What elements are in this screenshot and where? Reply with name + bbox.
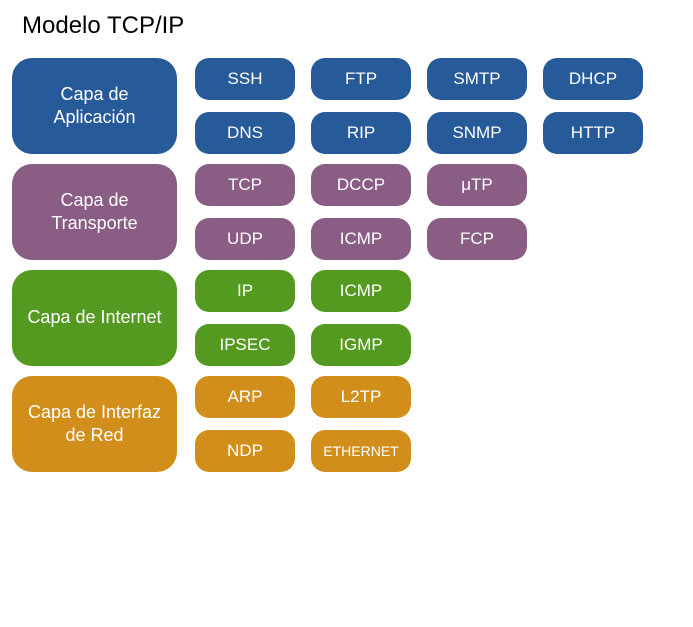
protocol-row: DNS RIP SNMP HTTP	[195, 112, 643, 154]
protocol-row: IPSEC IGMP	[195, 324, 411, 366]
protocol-pill-ethernet: ETHERNET	[311, 430, 411, 472]
protocol-pill-rip: RIP	[311, 112, 411, 154]
protocol-pill-fcp: FCP	[427, 218, 527, 260]
protocol-pill-dccp: DCCP	[311, 164, 411, 206]
protocols-network-interface: ARP L2TP NDP ETHERNET	[195, 376, 411, 472]
protocol-pill-dhcp: DHCP	[543, 58, 643, 100]
layer-label-network-interface: Capa de Interfaz de Red	[12, 376, 177, 472]
layer-label-transport: Capa de Transporte	[12, 164, 177, 260]
protocol-pill-utp: μTP	[427, 164, 527, 206]
layer-row-transport: Capa de Transporte TCP DCCP μTP UDP ICMP FCP	[12, 164, 681, 260]
protocol-row: SSH FTP SMTP DHCP	[195, 58, 643, 100]
protocol-pill-tcp: TCP	[195, 164, 295, 206]
protocol-row: UDP ICMP FCP	[195, 218, 527, 260]
protocol-pill-arp: ARP	[195, 376, 295, 418]
protocol-pill-ip: IP	[195, 270, 295, 312]
protocol-pill-l2tp: L2TP	[311, 376, 411, 418]
protocol-row: ARP L2TP	[195, 376, 411, 418]
protocol-pill-igmp: IGMP	[311, 324, 411, 366]
layer-label-internet: Capa de Internet	[12, 270, 177, 366]
protocol-row: TCP DCCP μTP	[195, 164, 527, 206]
protocol-pill-ndp: NDP	[195, 430, 295, 472]
layer-row-network-interface: Capa de Interfaz de Red ARP L2TP NDP ETHERNE…	[12, 376, 681, 472]
protocol-row: NDP ETHERNET	[195, 430, 411, 472]
layers-container: Capa de Aplicación SSH FTP SMTP DHCP DNS RIP SN…	[12, 58, 681, 472]
protocol-pill-smtp: SMTP	[427, 58, 527, 100]
protocols-internet: IP ICMP IPSEC IGMP	[195, 270, 411, 366]
layer-row-internet: Capa de Internet IP ICMP IPSEC IGMP	[12, 270, 681, 366]
protocol-pill-ipsec: IPSEC	[195, 324, 295, 366]
protocols-transport: TCP DCCP μTP UDP ICMP FCP	[195, 164, 527, 260]
layer-label-application: Capa de Aplicación	[12, 58, 177, 154]
protocol-row: IP ICMP	[195, 270, 411, 312]
protocol-pill-snmp: SNMP	[427, 112, 527, 154]
protocol-pill-udp: UDP	[195, 218, 295, 260]
protocol-pill-icmp-t: ICMP	[311, 218, 411, 260]
protocol-pill-dns: DNS	[195, 112, 295, 154]
protocol-pill-icmp-i: ICMP	[311, 270, 411, 312]
protocol-pill-http: HTTP	[543, 112, 643, 154]
page-title: Modelo TCP/IP	[22, 12, 681, 40]
protocol-pill-ftp: FTP	[311, 58, 411, 100]
protocol-pill-ssh: SSH	[195, 58, 295, 100]
protocols-application: SSH FTP SMTP DHCP DNS RIP SNMP HTTP	[195, 58, 643, 154]
layer-row-application: Capa de Aplicación SSH FTP SMTP DHCP DNS RIP SN…	[12, 58, 681, 154]
